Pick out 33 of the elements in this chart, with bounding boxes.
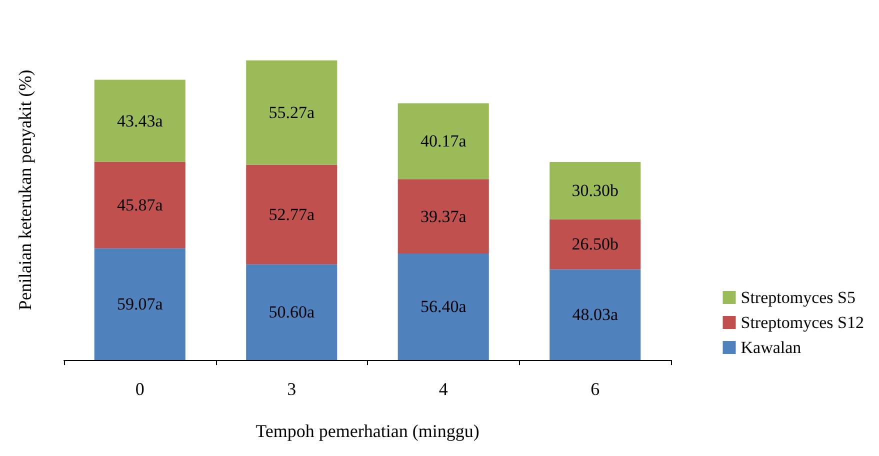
bar <box>398 253 489 360</box>
data-label: 50.60a <box>268 302 315 322</box>
x-axis-title: Tempoh pemerhatian (minggu) <box>256 421 480 441</box>
bar <box>94 162 186 248</box>
data-label: 40.17a <box>420 132 467 151</box>
legend-label: Streptomyces S12 <box>740 313 864 332</box>
data-label: 59.07a <box>116 294 164 314</box>
data-label: 55.27a <box>268 103 315 122</box>
x-tick-label: 0 <box>135 379 144 399</box>
y-axis-title: Penilaian keterukan penyakit (%) <box>15 70 35 310</box>
data-label: 52.77a <box>268 205 315 224</box>
bar <box>398 179 489 254</box>
data-label: 43.43a <box>116 111 164 130</box>
bar <box>246 264 338 360</box>
data-label: 39.37a <box>420 206 467 226</box>
x-tick-label: 6 <box>590 379 600 399</box>
data-label: 26.50b <box>572 234 618 254</box>
legend-label: Streptomyces S5 <box>740 288 856 307</box>
data-label: 45.87a <box>116 196 164 215</box>
x-tick-label: 4 <box>438 379 448 399</box>
data-label: 56.40a <box>420 297 467 316</box>
bar <box>246 164 338 264</box>
bar <box>398 103 489 180</box>
bar <box>550 219 641 270</box>
x-tick-label: 3 <box>287 379 296 399</box>
data-label: 48.03a <box>572 305 618 324</box>
bar <box>550 269 641 360</box>
bar <box>246 60 338 165</box>
data-label: 30.30b <box>572 181 618 200</box>
bar <box>94 248 186 360</box>
bar <box>94 80 186 162</box>
legend-label: Kawalan <box>740 338 802 357</box>
bar <box>550 162 641 220</box>
